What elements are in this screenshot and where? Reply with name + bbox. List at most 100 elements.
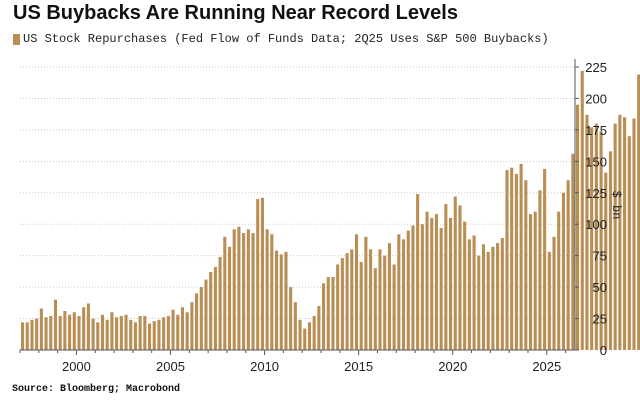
bar — [552, 236, 556, 350]
bar — [604, 172, 608, 350]
bar — [378, 249, 382, 350]
bar — [463, 221, 467, 350]
bar — [590, 127, 594, 350]
bar — [35, 318, 39, 350]
bar — [623, 117, 627, 350]
chart-title: US Buybacks Are Running Near Record Leve… — [13, 2, 458, 24]
bar — [576, 104, 580, 350]
bar — [124, 314, 128, 350]
bar — [317, 305, 321, 350]
bar — [152, 321, 156, 350]
y-tick-label: 175 — [585, 123, 607, 138]
bar — [166, 316, 170, 350]
y-tick-label: 25 — [593, 312, 607, 327]
bar — [401, 239, 406, 350]
bar — [185, 312, 189, 350]
bar — [467, 239, 471, 350]
bar — [345, 253, 349, 350]
bar — [138, 316, 142, 350]
bar — [444, 204, 448, 350]
legend: US Stock Repurchases (Fed Flow of Funds … — [13, 31, 549, 47]
bar — [566, 180, 570, 350]
bars — [21, 70, 640, 351]
bar — [270, 234, 274, 350]
bar — [39, 308, 43, 350]
bar — [486, 251, 490, 350]
bar — [472, 235, 476, 350]
bar — [265, 229, 269, 350]
x-tick-label: 2010 — [250, 359, 279, 374]
bar — [157, 319, 161, 350]
legend-swatch — [13, 33, 20, 45]
bar — [491, 246, 495, 350]
x-tick-label: 2000 — [62, 359, 91, 374]
bar — [618, 114, 622, 350]
bar — [477, 255, 481, 350]
x-tick-label: 2015 — [344, 359, 373, 374]
bar — [21, 322, 25, 350]
bar — [289, 287, 293, 350]
bar — [242, 233, 246, 350]
bar — [162, 317, 166, 350]
bar — [392, 264, 396, 350]
bar — [63, 311, 67, 350]
bar — [53, 299, 58, 350]
bar — [613, 123, 617, 350]
bar — [411, 225, 415, 350]
bar — [25, 322, 29, 350]
bar — [364, 236, 368, 350]
bar — [543, 168, 547, 350]
bar — [82, 307, 86, 350]
bar — [547, 251, 551, 350]
bar — [171, 309, 175, 350]
bar — [350, 249, 354, 350]
bar — [49, 316, 53, 350]
bar — [594, 123, 598, 350]
bar — [340, 258, 344, 350]
x-tick-label: 2020 — [438, 359, 467, 374]
bar — [481, 244, 486, 350]
bar — [500, 238, 504, 350]
y-tick-label: 50 — [593, 280, 607, 295]
y-tick-label: 0 — [600, 343, 607, 358]
bar — [326, 277, 330, 350]
bar — [72, 312, 76, 350]
bar — [383, 255, 387, 350]
bar — [143, 316, 147, 350]
bar — [44, 317, 48, 350]
bar — [237, 226, 241, 350]
bar — [246, 229, 250, 350]
bar — [115, 317, 119, 350]
bar — [528, 214, 533, 350]
bar — [105, 319, 109, 350]
axes: 0 25 50 75 100 125 150 175 200 225 2000 2005 2010 201… — [19, 59, 607, 374]
bar — [627, 136, 631, 350]
bar — [260, 197, 264, 350]
bar — [58, 316, 62, 350]
bar — [416, 194, 420, 350]
bar — [580, 70, 584, 351]
bar — [307, 322, 312, 350]
y-tick-label: 125 — [585, 186, 607, 201]
bar — [439, 227, 443, 350]
bar — [279, 254, 283, 350]
bar — [218, 256, 222, 350]
bar — [514, 173, 518, 350]
x-tick-label: 2025 — [532, 359, 561, 374]
bar — [524, 180, 528, 350]
source-note: Source: Bloomberg; Macrobond — [12, 384, 181, 395]
bar — [209, 272, 213, 350]
bar — [510, 167, 514, 350]
bar — [293, 302, 297, 350]
x-tick-label: 2005 — [156, 359, 185, 374]
bar — [331, 277, 335, 350]
bar — [322, 283, 326, 350]
bar — [274, 250, 279, 350]
bar — [336, 264, 340, 350]
bar — [434, 214, 439, 350]
bar — [557, 211, 561, 350]
bar — [96, 322, 100, 350]
bar — [354, 234, 359, 350]
bar — [373, 268, 377, 350]
bar — [359, 261, 363, 350]
